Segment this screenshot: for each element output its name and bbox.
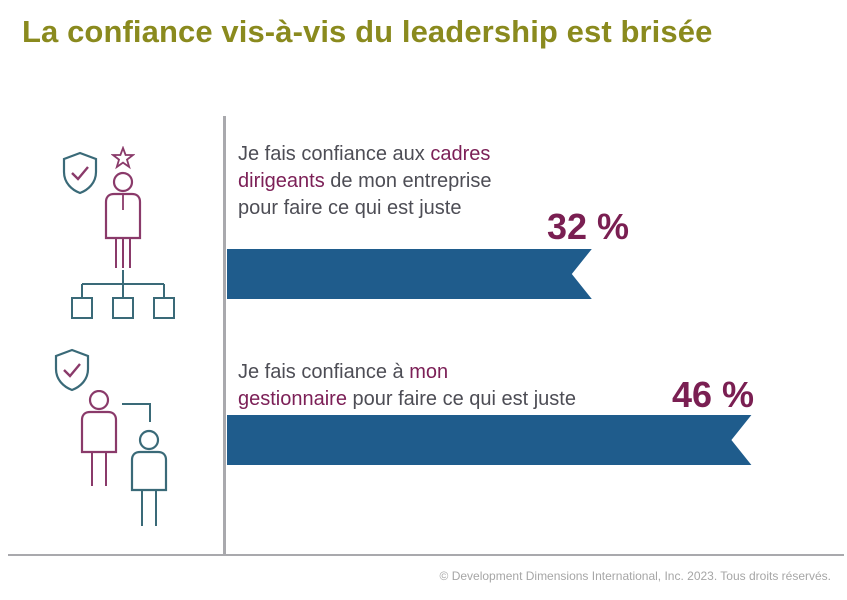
bar-1 bbox=[227, 249, 592, 299]
statement-1-highlight-2: dirigeants bbox=[238, 170, 325, 192]
copyright-notice: © Development Dimensions International, … bbox=[439, 569, 831, 583]
shield-check-icon bbox=[62, 151, 98, 195]
statement-2-text-2: pour faire ce qui est juste bbox=[346, 388, 576, 410]
statement-2: Je fais confiance à mon gestionnaire pou… bbox=[238, 359, 658, 413]
star-icon bbox=[111, 146, 135, 170]
chart-title: La confiance vis-à-vis du leadership est… bbox=[22, 14, 713, 49]
manager-person-icon bbox=[80, 390, 118, 486]
employee-person-icon bbox=[130, 429, 168, 526]
chart-baseline bbox=[8, 554, 844, 556]
data-label-1: 32 % bbox=[547, 206, 630, 247]
statement-2-highlight: mon bbox=[409, 361, 449, 383]
statement-2-text: Je fais confiance à bbox=[238, 361, 410, 383]
connector-line bbox=[122, 403, 151, 422]
statement-1-text-3: pour faire ce qui est juste bbox=[238, 197, 462, 219]
shield-check-icon bbox=[54, 348, 90, 392]
statement-1: Je fais confiance aux cadres dirigeants … bbox=[238, 141, 578, 222]
executive-person-icon bbox=[104, 171, 142, 268]
statement-2-highlight-2: gestionnaire bbox=[238, 388, 347, 410]
bar-2 bbox=[227, 415, 752, 465]
statement-1-text-2: de mon entreprise bbox=[324, 170, 492, 192]
statement-1-text: Je fais confiance aux bbox=[238, 143, 431, 165]
org-chart-icon bbox=[71, 270, 175, 319]
chart-axis-line bbox=[223, 116, 226, 556]
statement-1-highlight: cadres bbox=[430, 143, 491, 165]
data-label-2: 46 % bbox=[672, 374, 755, 415]
